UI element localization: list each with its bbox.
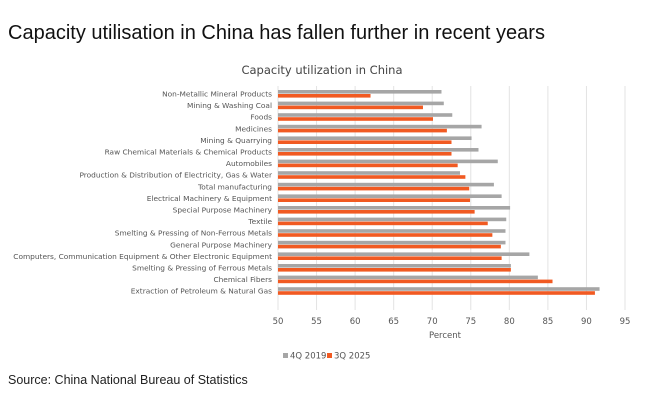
x-tick-label: 85 bbox=[542, 317, 553, 327]
category-label: Raw Chemical Materials & Chemical Produc… bbox=[105, 148, 273, 157]
bar-3Q-2025 bbox=[278, 198, 471, 202]
x-tick-label: 65 bbox=[388, 317, 399, 327]
bar-4Q-2019 bbox=[278, 217, 507, 222]
category-label: Smelting & Pressing of Ferrous Metals bbox=[132, 264, 272, 273]
bar-3Q-2025 bbox=[278, 279, 553, 284]
chart-title: Capacity utilization in China bbox=[241, 63, 402, 77]
category-label: Computers, Communication Equipment & Oth… bbox=[13, 252, 272, 261]
bar-4Q-2019 bbox=[278, 90, 442, 94]
category-label: Non-Metallic Mineral Products bbox=[162, 90, 272, 99]
bar-3Q-2025 bbox=[278, 233, 493, 237]
bar-4Q-2019 bbox=[278, 275, 538, 280]
category-label: Textile bbox=[247, 217, 272, 226]
x-tick-label: 95 bbox=[620, 317, 631, 327]
category-label: Special Purpose Machinery bbox=[173, 206, 273, 215]
category-label: Foods bbox=[250, 113, 272, 122]
x-tick-label: 90 bbox=[581, 317, 592, 327]
bar-3Q-2025 bbox=[278, 175, 466, 179]
category-label: Mining & Washing Coal bbox=[187, 101, 272, 110]
category-label: Extraction of Petroleum & Natural Gas bbox=[131, 287, 272, 296]
bar-3Q-2025 bbox=[278, 163, 458, 168]
page-title: Capacity utilisation in China has fallen… bbox=[8, 22, 545, 44]
category-label: Total manufacturing bbox=[197, 182, 272, 191]
bar-4Q-2019 bbox=[278, 182, 494, 187]
bar-4Q-2019 bbox=[278, 229, 506, 233]
bar-3Q-2025 bbox=[278, 221, 488, 226]
bar-3Q-2025 bbox=[278, 244, 501, 249]
category-label: Automobiles bbox=[226, 159, 272, 168]
category-label: Medicines bbox=[235, 124, 272, 133]
bar-3Q-2025 bbox=[278, 140, 452, 144]
legend-swatch bbox=[327, 353, 332, 358]
bar-4Q-2019 bbox=[278, 101, 444, 106]
category-label: Electrical Machinery & Equipment bbox=[147, 194, 272, 203]
bar-3Q-2025 bbox=[278, 105, 423, 110]
legend-swatch bbox=[283, 353, 288, 358]
source-note: Source: China National Bureau of Statist… bbox=[8, 373, 248, 387]
bar-4Q-2019 bbox=[278, 124, 482, 129]
category-label: Chemical Fibers bbox=[213, 275, 272, 284]
legend-label: 3Q 2025 bbox=[334, 352, 370, 362]
x-tick-label: 50 bbox=[273, 317, 284, 327]
bar-3Q-2025 bbox=[278, 291, 595, 295]
bar-3Q-2025 bbox=[278, 128, 447, 133]
bar-4Q-2019 bbox=[278, 240, 506, 245]
x-tick-label: 55 bbox=[311, 317, 322, 327]
bar-3Q-2025 bbox=[278, 186, 470, 191]
x-axis-label: Percent bbox=[429, 331, 462, 341]
bar-4Q-2019 bbox=[278, 252, 530, 256]
x-tick-label: 60 bbox=[350, 317, 361, 327]
bar-4Q-2019 bbox=[278, 194, 502, 198]
x-tick-label: 70 bbox=[427, 317, 438, 327]
bar-3Q-2025 bbox=[278, 152, 452, 156]
bar-4Q-2019 bbox=[278, 287, 600, 291]
bar-3Q-2025 bbox=[278, 256, 502, 260]
bar-4Q-2019 bbox=[278, 148, 479, 152]
category-label: Smelting & Pressing of Non-Ferrous Metal… bbox=[115, 229, 272, 238]
x-tick-label: 75 bbox=[465, 317, 476, 327]
bar-4Q-2019 bbox=[278, 264, 511, 268]
category-label: Production & Distribution of Electricity… bbox=[79, 171, 273, 180]
bar-4Q-2019 bbox=[278, 159, 498, 164]
bar-4Q-2019 bbox=[278, 113, 453, 117]
bar-4Q-2019 bbox=[278, 136, 472, 140]
bar-3Q-2025 bbox=[278, 268, 511, 272]
bar-3Q-2025 bbox=[278, 94, 371, 98]
x-tick-label: 80 bbox=[504, 317, 515, 327]
category-label: Mining & Quarrying bbox=[200, 136, 272, 145]
bar-3Q-2025 bbox=[278, 210, 475, 214]
category-label: General Purpose Machinery bbox=[170, 240, 272, 249]
bar-3Q-2025 bbox=[278, 117, 433, 121]
bar-4Q-2019 bbox=[278, 206, 511, 210]
bar-4Q-2019 bbox=[278, 171, 460, 175]
legend-label: 4Q 2019 bbox=[290, 352, 326, 362]
